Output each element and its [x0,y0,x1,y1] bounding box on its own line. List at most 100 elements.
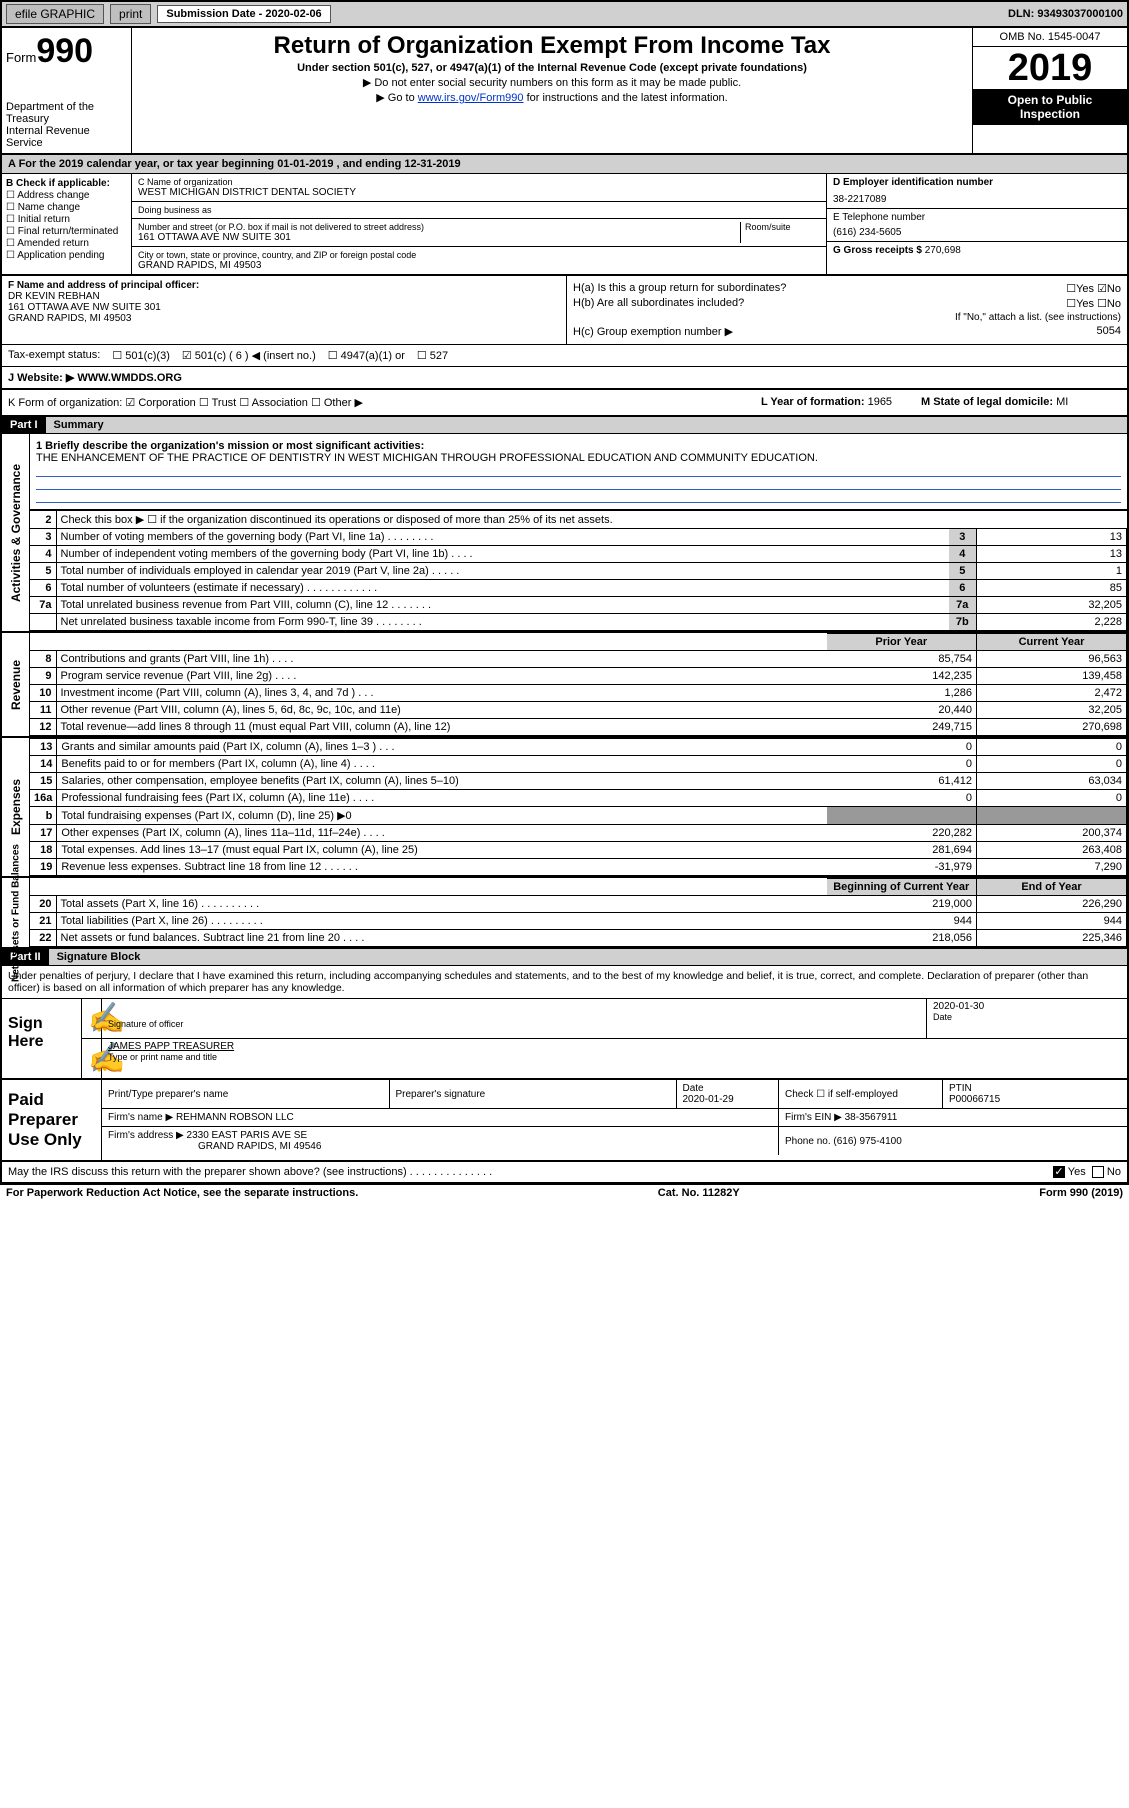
opt-527[interactable]: ☐ 527 [417,349,448,362]
efile-button[interactable]: efile GRAPHIC [6,4,104,24]
dln: DLN: 93493037000100 [1008,8,1123,20]
hb-note: If "No," attach a list. (see instruction… [573,312,1121,323]
chk-pending[interactable]: ☐ Application pending [6,250,127,261]
line-num: 13 [30,739,57,756]
firm-ein: 38-3567911 [845,1112,898,1123]
line-box: 6 [949,580,977,597]
line-num: b [30,807,57,825]
prep-sig-hdr: Preparer's signature [389,1080,676,1109]
prior-year [827,807,977,825]
ein: 38-2217089 [833,194,1121,205]
website[interactable]: WWW.WMDDS.ORG [77,372,181,384]
year-formation: 1965 [868,396,892,408]
line-num: 12 [30,719,56,736]
officer-name: DR KEVIN REBHAN [8,291,560,302]
line-desc: Investment income (Part VIII, column (A)… [56,685,827,702]
firm-addr-label: Firm's address ▶ [108,1130,184,1141]
line-desc: Number of independent voting members of … [56,546,949,563]
rot-netassets: Net Assets or Fund Balances [10,843,21,981]
line-num: 15 [30,773,57,790]
officer-typed: JAMES PAPP TREASURER [108,1041,1121,1052]
line-box: 5 [949,563,977,580]
line-num: 9 [30,668,56,685]
line-num: 18 [30,842,57,859]
chk-amended[interactable]: ☐ Amended return [6,238,127,249]
chk-address[interactable]: ☐ Address change [6,190,127,201]
prior-year: 0 [827,756,977,773]
prep-self-hdr[interactable]: Check ☐ if self-employed [779,1080,943,1109]
chk-final[interactable]: ☐ Final return/terminated [6,226,127,237]
hb-answer[interactable]: ☐Yes ☐No [1066,297,1121,310]
line-num: 20 [30,896,56,913]
prep-date-hdr: Date2020-01-29 [676,1080,779,1109]
discuss-yes[interactable]: ✓ Yes [1053,1166,1086,1178]
tel-label: E Telephone number [833,212,1121,223]
line-desc: Other revenue (Part VIII, column (A), li… [56,702,827,719]
current-year-hdr: Current Year [977,634,1127,651]
current-year: 0 [977,739,1127,756]
city-label: City or town, state or province, country… [138,250,820,260]
discuss-no[interactable]: No [1092,1166,1121,1178]
k-assoc[interactable]: ☐ Association [239,397,308,409]
k-other[interactable]: ☐ Other ▶ [311,397,363,409]
line-desc: Total number of individuals employed in … [56,563,949,580]
officer-typed-label: Type or print name and title [108,1052,1121,1062]
k-trust[interactable]: ☐ Trust [199,397,236,409]
discuss-label: May the IRS discuss this return with the… [8,1166,1053,1178]
current-year: 2,472 [977,685,1127,702]
print-button[interactable]: print [110,4,151,24]
bocy: 944 [827,913,977,930]
line-desc: Benefits paid to or for members (Part IX… [57,756,827,773]
line-desc: Total expenses. Add lines 13–17 (must eq… [57,842,827,859]
line-desc: Grants and similar amounts paid (Part IX… [57,739,827,756]
line-amt: 13 [977,529,1127,546]
line2: Check this box ▶ ☐ if the organization d… [56,511,1127,529]
line-num: 8 [30,651,56,668]
part-ii-label: Part II [2,949,49,965]
current-year: 139,458 [977,668,1127,685]
prior-year: 281,694 [827,842,977,859]
line-desc: Total assets (Part X, line 16) . . . . .… [56,896,827,913]
line-num: 16a [30,790,57,807]
line-num: 3 [30,529,56,546]
firm-addr2: GRAND RAPIDS, MI 49546 [108,1141,321,1152]
current-year: 263,408 [977,842,1127,859]
chk-initial[interactable]: ☐ Initial return [6,214,127,225]
l-label: L Year of formation: [761,396,865,408]
room-label: Room/suite [745,222,820,232]
line-desc: Program service revenue (Part VIII, line… [56,668,827,685]
hc-label: H(c) Group exemption number ▶ [573,325,733,338]
prior-year: 1,286 [827,685,977,702]
chk-name[interactable]: ☐ Name change [6,202,127,213]
dba-label: Doing business as [138,205,820,215]
opt-501c3[interactable]: ☐ 501(c)(3) [112,349,170,362]
period-line: A For the 2019 calendar year, or tax yea… [2,155,1127,174]
ha-answer[interactable]: ☐Yes ☑No [1066,282,1121,295]
irs-link[interactable]: www.irs.gov/Form990 [418,92,524,104]
open-inspection: Open to PublicInspection [973,89,1127,125]
k-corp[interactable]: ☑ Corporation [125,397,195,409]
current-year: 0 [977,790,1127,807]
current-year: 200,374 [977,825,1127,842]
line-num: 21 [30,913,56,930]
footer-left: For Paperwork Reduction Act Notice, see … [6,1187,358,1199]
omb-number: OMB No. 1545-0047 [973,28,1127,47]
current-year: 270,698 [977,719,1127,736]
bocy: 218,056 [827,930,977,947]
submission-date: Submission Date - 2020-02-06 [157,5,330,23]
ha-label: H(a) Is this a group return for subordin… [573,282,786,295]
opt-501c[interactable]: ☑ 501(c) ( 6 ) ◀ (insert no.) [182,349,316,362]
mission-label: 1 Briefly describe the organization's mi… [36,440,1121,452]
b-header: B Check if applicable: [6,178,127,189]
city-state-zip: GRAND RAPIDS, MI 49503 [138,260,820,271]
prior-year: 85,754 [827,651,977,668]
sig-date-label: Date [933,1012,1121,1022]
line-desc: Net unrelated business taxable income fr… [56,614,949,631]
f-label: F Name and address of principal officer: [8,280,560,291]
opt-4947[interactable]: ☐ 4947(a)(1) or [328,349,405,362]
line-box: 3 [949,529,977,546]
line-amt: 13 [977,546,1127,563]
line-amt: 2,228 [977,614,1127,631]
rot-expenses: Expenses [9,779,23,835]
eoy-hdr: End of Year [977,879,1127,896]
